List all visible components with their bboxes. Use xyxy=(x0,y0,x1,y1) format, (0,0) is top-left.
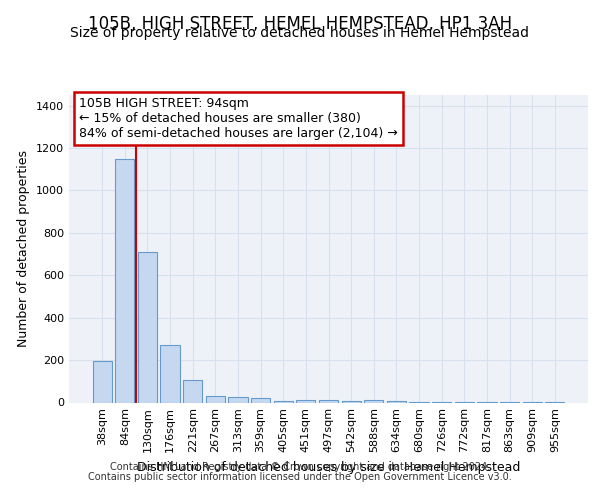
Text: 105B HIGH STREET: 94sqm
← 15% of detached houses are smaller (380)
84% of semi-d: 105B HIGH STREET: 94sqm ← 15% of detache… xyxy=(79,96,398,140)
Text: Contains public sector information licensed under the Open Government Licence v3: Contains public sector information licen… xyxy=(88,472,512,482)
Text: 105B, HIGH STREET, HEMEL HEMPSTEAD, HP1 3AH: 105B, HIGH STREET, HEMEL HEMPSTEAD, HP1 … xyxy=(88,15,512,33)
Bar xyxy=(92,360,112,403)
Bar xyxy=(138,252,157,402)
X-axis label: Distribution of detached houses by size in Hemel Hempstead: Distribution of detached houses by size … xyxy=(137,461,520,474)
Bar xyxy=(319,400,338,402)
Y-axis label: Number of detached properties: Number of detached properties xyxy=(17,150,31,347)
Bar xyxy=(206,396,225,402)
Bar xyxy=(160,345,180,403)
Bar xyxy=(341,401,361,402)
Bar xyxy=(115,158,134,402)
Bar xyxy=(229,397,248,402)
Bar xyxy=(364,400,383,402)
Bar xyxy=(251,398,270,402)
Text: Size of property relative to detached houses in Hemel Hempstead: Size of property relative to detached ho… xyxy=(71,26,530,40)
Text: Contains HM Land Registry data © Crown copyright and database right 2024.: Contains HM Land Registry data © Crown c… xyxy=(110,462,490,472)
Bar xyxy=(296,400,316,402)
Bar xyxy=(274,401,293,402)
Bar xyxy=(183,380,202,402)
